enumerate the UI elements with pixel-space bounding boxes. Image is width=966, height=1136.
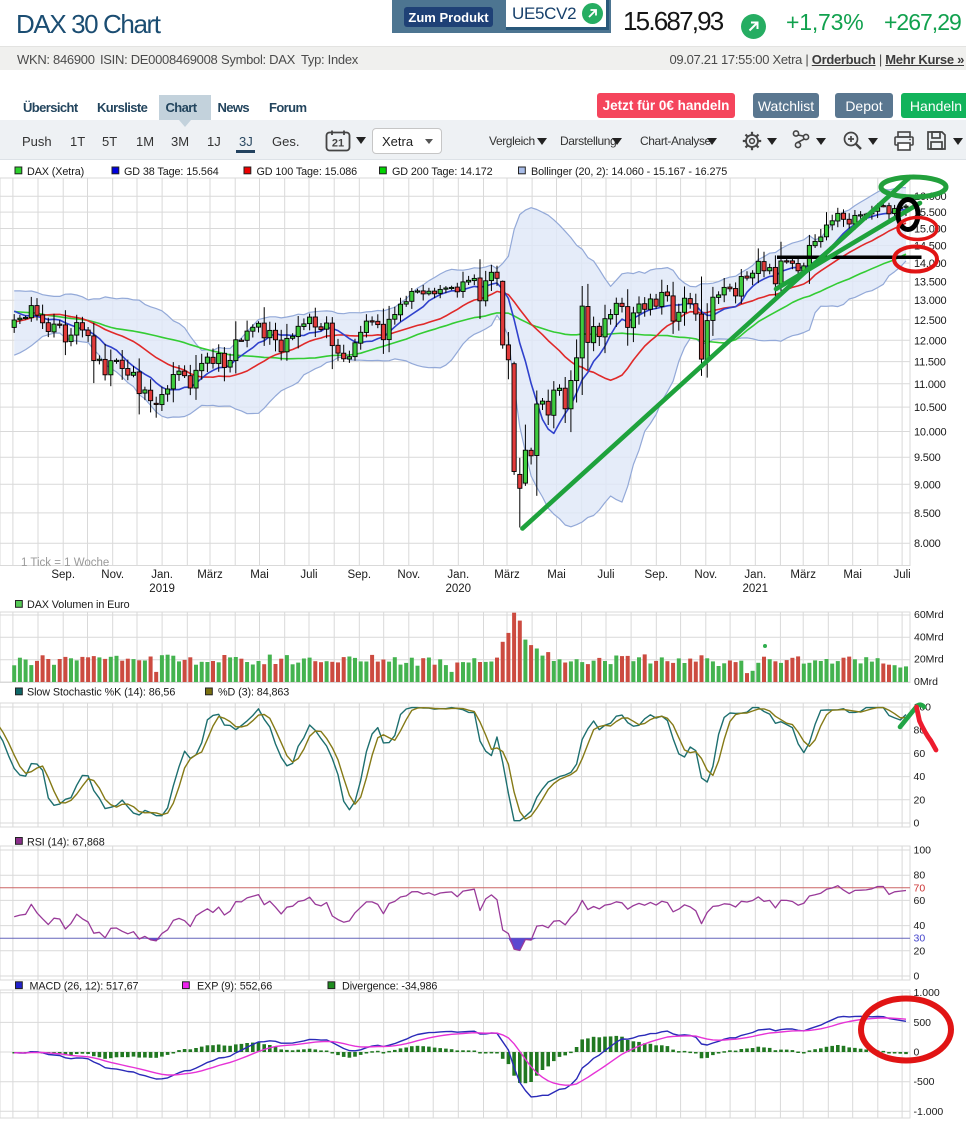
svg-text:Jan.: Jan. <box>151 569 173 581</box>
svg-text:40: 40 <box>914 920 926 932</box>
svg-text:2020: 2020 <box>446 583 472 595</box>
svg-text:11.500: 11.500 <box>914 357 946 369</box>
svg-text:0: 0 <box>914 1047 920 1059</box>
svg-text:Divergence: -34,986: Divergence: -34,986 <box>342 981 437 993</box>
svg-text:20Mrd: 20Mrd <box>914 654 944 666</box>
svg-text:März: März <box>494 569 520 581</box>
svg-text:Juli: Juli <box>893 569 910 581</box>
svg-text:8.500: 8.500 <box>914 508 941 520</box>
svg-text:12.000: 12.000 <box>914 335 947 347</box>
svg-text:Nov.: Nov. <box>397 569 420 581</box>
svg-text:%D (3): 84,863: %D (3): 84,863 <box>218 687 289 699</box>
svg-text:10.000: 10.000 <box>914 427 947 439</box>
svg-text:Slow Stochastic %K (14): 86,56: Slow Stochastic %K (14): 86,56 <box>27 687 175 699</box>
svg-text:Mai: Mai <box>843 569 862 581</box>
svg-text:GD 38 Tage: 15.564: GD 38 Tage: 15.564 <box>124 166 219 178</box>
svg-text:Jan.: Jan. <box>744 569 766 581</box>
svg-text:DAX (Xetra): DAX (Xetra) <box>27 166 84 178</box>
svg-text:GD 100 Tage: 15.086: GD 100 Tage: 15.086 <box>257 166 358 178</box>
svg-text:60Mrd: 60Mrd <box>914 609 944 621</box>
svg-text:2019: 2019 <box>149 583 175 595</box>
svg-text:80: 80 <box>914 725 926 737</box>
svg-text:Sep.: Sep. <box>51 569 75 581</box>
svg-text:13.500: 13.500 <box>914 276 947 288</box>
svg-text:9.000: 9.000 <box>914 479 941 491</box>
svg-text:80: 80 <box>914 870 926 882</box>
svg-text:13.000: 13.000 <box>914 295 947 307</box>
svg-text:60: 60 <box>914 748 926 760</box>
svg-text:11.000: 11.000 <box>914 379 946 391</box>
svg-text:Mai: Mai <box>547 569 566 581</box>
svg-text:100: 100 <box>914 845 932 857</box>
svg-text:8.000: 8.000 <box>914 538 941 550</box>
svg-text:0: 0 <box>914 818 920 830</box>
svg-text:MACD (26, 12): 517,67: MACD (26, 12): 517,67 <box>30 981 139 993</box>
svg-text:0: 0 <box>914 971 920 983</box>
svg-text:60: 60 <box>914 895 926 907</box>
svg-text:40Mrd: 40Mrd <box>914 631 944 643</box>
svg-text:1 Tick = 1 Woche: 1 Tick = 1 Woche <box>21 557 109 569</box>
svg-text:März: März <box>197 569 223 581</box>
svg-text:RSI (14): 67,868: RSI (14): 67,868 <box>27 836 105 848</box>
svg-text:Juli: Juli <box>300 569 317 581</box>
svg-text:9.500: 9.500 <box>914 452 941 464</box>
svg-text:0Mrd: 0Mrd <box>914 676 938 688</box>
svg-text:Nov.: Nov. <box>101 569 124 581</box>
svg-text:Mai: Mai <box>250 569 269 581</box>
svg-text:Jan.: Jan. <box>447 569 469 581</box>
svg-text:-500: -500 <box>914 1076 935 1088</box>
svg-text:20: 20 <box>914 794 926 806</box>
svg-text:Juli: Juli <box>597 569 614 581</box>
svg-text:EXP (9): 552,66: EXP (9): 552,66 <box>197 981 272 993</box>
svg-text:30: 30 <box>914 933 926 945</box>
svg-text:20: 20 <box>914 945 926 957</box>
svg-text:500: 500 <box>914 1017 932 1029</box>
svg-text:DAX Volumen in Euro: DAX Volumen in Euro <box>27 599 130 611</box>
svg-text:21: 21 <box>332 138 344 150</box>
svg-text:14.500: 14.500 <box>914 241 947 253</box>
svg-text:Sep.: Sep. <box>347 569 371 581</box>
svg-text:2021: 2021 <box>743 583 769 595</box>
svg-text:Bollinger (20, 2): 14.060 - 15: Bollinger (20, 2): 14.060 - 15.167 - 16.… <box>531 166 727 178</box>
svg-text:GD 200 Tage: 14.172: GD 200 Tage: 14.172 <box>392 166 493 178</box>
svg-text:März: März <box>790 569 816 581</box>
svg-text:70: 70 <box>914 882 926 894</box>
svg-text:-1.000: -1.000 <box>914 1106 944 1118</box>
svg-text:40: 40 <box>914 771 926 783</box>
svg-text:15.000: 15.000 <box>914 224 947 236</box>
svg-text:12.500: 12.500 <box>914 315 947 327</box>
svg-text:Sep.: Sep. <box>644 569 668 581</box>
svg-text:1.000: 1.000 <box>914 987 940 999</box>
svg-text:Nov.: Nov. <box>694 569 717 581</box>
svg-text:10.500: 10.500 <box>914 402 947 414</box>
